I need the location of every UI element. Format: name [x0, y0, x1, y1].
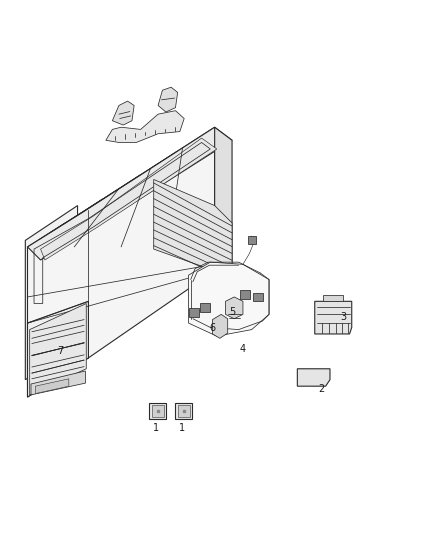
- Text: 6: 6: [209, 324, 215, 333]
- Text: 3: 3: [340, 312, 346, 321]
- Polygon shape: [315, 301, 352, 334]
- Polygon shape: [28, 127, 232, 260]
- Ellipse shape: [212, 316, 228, 323]
- Polygon shape: [28, 127, 215, 397]
- Ellipse shape: [226, 297, 243, 305]
- Polygon shape: [28, 301, 88, 397]
- Polygon shape: [297, 369, 330, 386]
- Polygon shape: [25, 206, 78, 379]
- Polygon shape: [154, 180, 232, 284]
- FancyBboxPatch shape: [176, 403, 192, 419]
- FancyBboxPatch shape: [253, 293, 263, 301]
- FancyBboxPatch shape: [152, 405, 164, 417]
- Polygon shape: [30, 303, 86, 395]
- FancyBboxPatch shape: [200, 303, 210, 312]
- Text: 1: 1: [179, 423, 185, 433]
- Polygon shape: [212, 314, 228, 338]
- Polygon shape: [226, 297, 243, 319]
- FancyBboxPatch shape: [178, 405, 190, 417]
- Polygon shape: [35, 379, 69, 393]
- Polygon shape: [323, 295, 343, 301]
- Polygon shape: [188, 262, 269, 336]
- Polygon shape: [113, 101, 134, 125]
- FancyBboxPatch shape: [240, 290, 250, 299]
- FancyBboxPatch shape: [248, 237, 255, 244]
- FancyBboxPatch shape: [313, 374, 321, 383]
- Text: 1: 1: [153, 423, 159, 433]
- Text: 7: 7: [57, 346, 63, 357]
- Text: 5: 5: [229, 307, 235, 317]
- Polygon shape: [158, 87, 178, 112]
- FancyBboxPatch shape: [302, 374, 310, 383]
- Polygon shape: [41, 138, 217, 260]
- Polygon shape: [31, 371, 85, 395]
- FancyBboxPatch shape: [149, 403, 166, 419]
- FancyBboxPatch shape: [189, 308, 198, 317]
- Text: 4: 4: [240, 344, 246, 354]
- Polygon shape: [215, 127, 232, 284]
- Text: 2: 2: [318, 384, 325, 394]
- Polygon shape: [106, 111, 184, 142]
